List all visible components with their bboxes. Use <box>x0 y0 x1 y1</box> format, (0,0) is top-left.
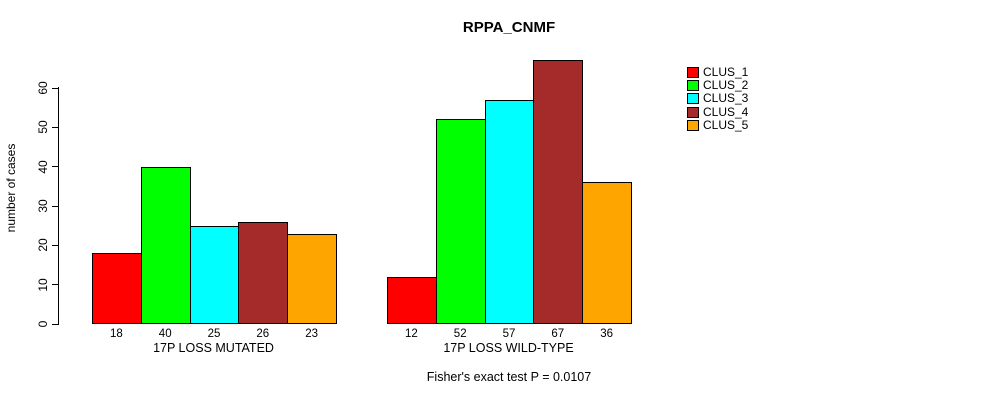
y-axis-tick <box>52 284 59 286</box>
bar-value-label: 40 <box>158 328 172 340</box>
x-group-label-wild-type: 17P LOSS WILD-TYPE <box>443 341 574 355</box>
legend-item-clus-2: CLUS_2 <box>687 79 748 92</box>
bar-clus-2 <box>435 119 486 324</box>
legend-swatch <box>687 67 699 79</box>
legend-item-clus-5: CLUS_5 <box>687 117 749 132</box>
y-axis-tick-label: 0 <box>36 320 50 328</box>
bar-clus-3 <box>189 225 240 324</box>
y-axis-tick <box>52 323 59 325</box>
bar-value-label: 57 <box>502 328 516 340</box>
bar-value-label: 18 <box>110 328 123 340</box>
bar-clus-5 <box>287 233 337 324</box>
legend-swatch <box>687 119 699 131</box>
y-axis-tick <box>52 244 59 246</box>
y-axis-tick <box>52 166 59 168</box>
y-axis-tick-label: 50 <box>36 120 50 135</box>
legend-label: CLUS_1 <box>703 65 749 80</box>
bar-clus-2 <box>140 166 191 324</box>
y-axis-tick-label: 10 <box>36 277 50 292</box>
bar-value-label: 26 <box>256 328 270 340</box>
legend-label: CLUS_4 <box>703 104 749 119</box>
legend-item-clus-3: CLUS_3 <box>687 92 748 105</box>
legend-label: CLUS_2 <box>703 78 749 93</box>
bar-clus-1 <box>92 253 142 324</box>
y-axis-tick-label: 30 <box>36 199 50 213</box>
bar-clus-5 <box>582 182 632 324</box>
bar-value-label: 25 <box>207 328 221 340</box>
y-axis-tick <box>52 126 59 128</box>
legend-label: CLUS_3 <box>703 91 749 106</box>
y-axis-label: number of cases <box>4 143 18 233</box>
bar-value-label: 36 <box>600 328 613 340</box>
bar-value-label: 52 <box>453 328 467 340</box>
bar-clus-4 <box>533 60 584 324</box>
legend-item-clus-4: CLUS_4 <box>687 104 749 119</box>
bar-value-label: 23 <box>305 328 318 340</box>
legend-label: CLUS_5 <box>703 117 749 132</box>
y-axis-tick-label: 60 <box>36 81 50 95</box>
legend-swatch <box>687 80 699 92</box>
y-axis-tick-label: 40 <box>36 159 50 174</box>
bar-clus-3 <box>484 99 535 324</box>
bar-value-label: 67 <box>551 328 565 340</box>
legend-swatch <box>687 106 699 118</box>
bar-clus-4 <box>238 221 289 324</box>
legend: CLUS_1 CLUS_2 CLUS_3 CLUS_4 CLUS_5 <box>687 66 748 132</box>
legend-item-clus-1: CLUS_1 <box>687 66 748 79</box>
y-axis-tick <box>52 87 59 89</box>
legend-swatch <box>687 93 699 105</box>
bar-clus-1 <box>387 276 437 324</box>
y-axis-tick <box>52 205 59 207</box>
chart-title: RPPA_CNMF <box>462 19 556 36</box>
y-axis-tick-label: 20 <box>36 238 50 253</box>
fisher-test-caption: Fisher's exact test P = 0.0107 <box>426 370 592 384</box>
bar-value-label: 12 <box>405 328 418 340</box>
x-group-label-mutated: 17P LOSS MUTATED <box>153 341 274 355</box>
